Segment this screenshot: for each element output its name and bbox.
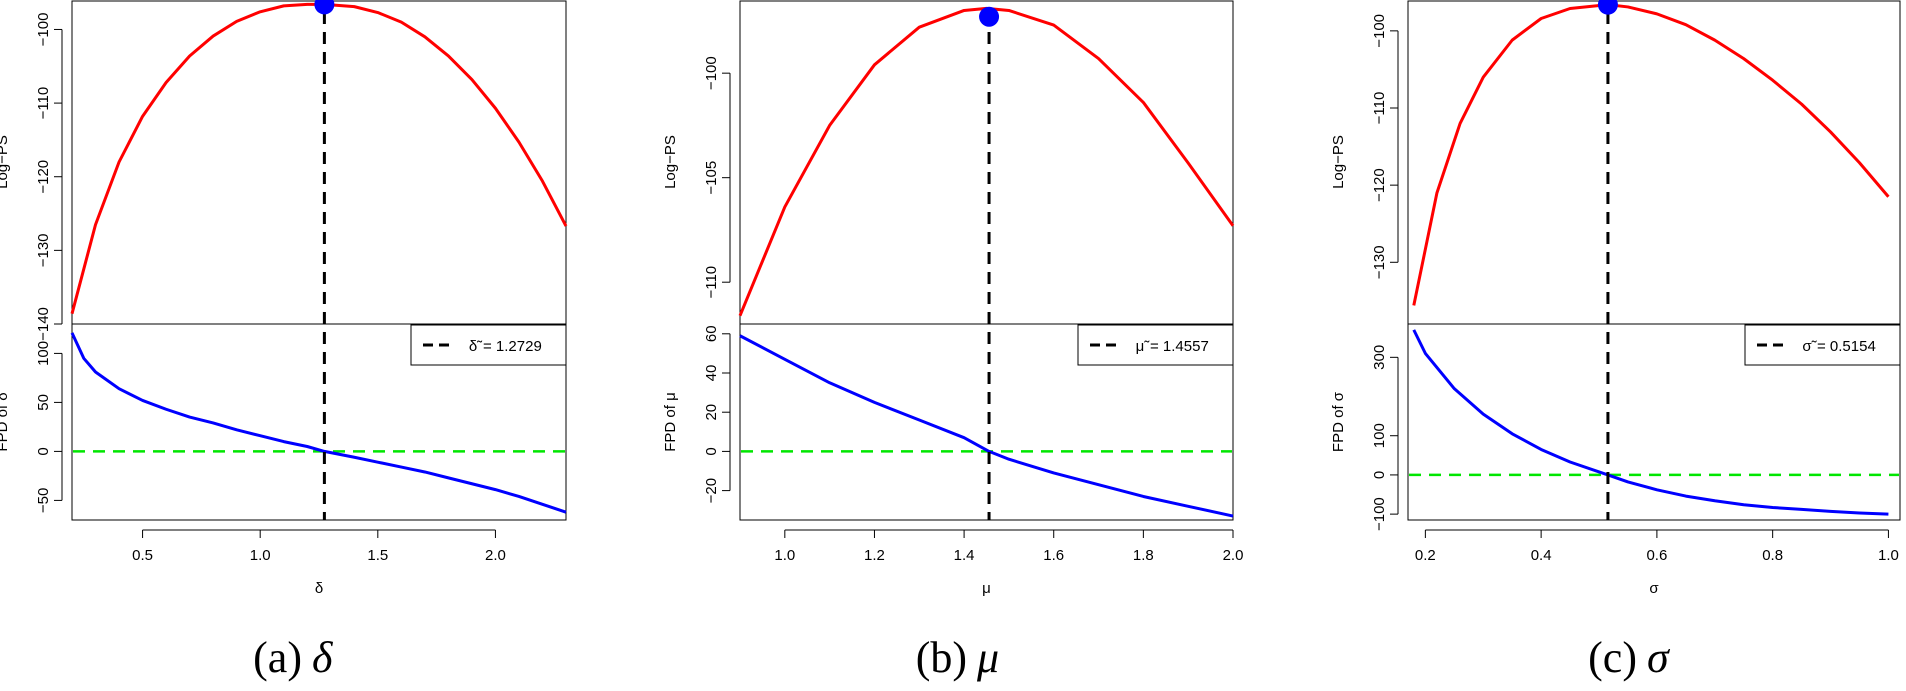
bottom-y-tick-label: −20 bbox=[703, 478, 720, 503]
caption-symbol: μ bbox=[976, 633, 999, 682]
x-tick-label: 2.0 bbox=[1223, 547, 1244, 564]
legend-value: = 1.4557 bbox=[1150, 338, 1209, 355]
top-plot-frame bbox=[739, 0, 1234, 325]
top-y-tick-label: −100 bbox=[35, 13, 52, 47]
bottom-y-tick-label: 0 bbox=[35, 447, 52, 455]
bottom-y-tick-label: −100 bbox=[1371, 497, 1388, 531]
top-y-axis-title: Log−PS bbox=[0, 135, 11, 189]
x-tick-label: 2.0 bbox=[485, 547, 506, 564]
bottom-y-tick-label: 60 bbox=[703, 325, 720, 342]
bottom-y-tick-label: 100 bbox=[1371, 423, 1388, 448]
x-tick-label: 1.5 bbox=[367, 547, 388, 564]
top-y-tick-label: −100 bbox=[1371, 14, 1388, 48]
x-tick-label: 1.4 bbox=[954, 547, 975, 564]
bottom-y-tick-label: 0 bbox=[703, 447, 720, 455]
top-y-tick-label: −110 bbox=[35, 87, 52, 120]
bottom-y-axis-title: FPD of δ bbox=[0, 392, 11, 451]
bottom-y-tick-label: 50 bbox=[35, 394, 52, 411]
top-y-tick-label: −130 bbox=[1371, 245, 1388, 279]
bottom-plot-frame bbox=[71, 323, 567, 521]
x-tick-label: 1.2 bbox=[864, 547, 885, 564]
caption-prefix: (b) bbox=[916, 633, 967, 682]
caption-symbol: δ bbox=[312, 633, 334, 682]
top-y-tick-label: −110 bbox=[1371, 92, 1388, 125]
legend-value: = 1.2729 bbox=[483, 338, 542, 355]
top-y-tick-label: −130 bbox=[35, 233, 52, 267]
legend-box bbox=[1077, 324, 1234, 366]
top-y-tick-label: −140 bbox=[35, 307, 52, 341]
fpd-curve bbox=[739, 334, 1234, 518]
bottom-plot-frame bbox=[1407, 323, 1901, 521]
bottom-y-axis-title: FPD of σ bbox=[1330, 391, 1347, 452]
legend-box bbox=[410, 324, 567, 366]
x-tick-label: 1.0 bbox=[250, 547, 271, 564]
x-tick-label: 0.5 bbox=[132, 547, 153, 564]
x-tick-label: 1.0 bbox=[1878, 547, 1899, 564]
caption-prefix: (a) bbox=[253, 633, 302, 682]
top-y-axis-title: Log−PS bbox=[662, 135, 679, 189]
x-tick-label: 1.0 bbox=[774, 547, 795, 564]
fpd-curve bbox=[1412, 329, 1889, 516]
top-plot-frame bbox=[1407, 0, 1901, 325]
caption-symbol: σ bbox=[1647, 633, 1671, 682]
bottom-y-tick-label: 40 bbox=[703, 365, 720, 382]
top-y-tick-label: −110 bbox=[703, 266, 720, 299]
legend-box bbox=[1744, 324, 1901, 366]
bottom-y-axis-title: FPD of μ bbox=[662, 392, 679, 452]
x-axis-title: μ bbox=[982, 580, 991, 597]
top-plot-frame bbox=[71, 0, 567, 325]
maximum-point bbox=[1597, 0, 1618, 15]
log-ps-curve bbox=[738, 6, 1235, 317]
x-tick-label: 0.2 bbox=[1415, 547, 1436, 564]
top-y-axis-title: Log−PS bbox=[1330, 135, 1347, 189]
log-ps-curve bbox=[70, 2, 568, 315]
panel-delta: −140 −130 −120 −110 −100 Log−PS −50 0 50 100 FPD o… bbox=[0, 0, 568, 682]
top-y-tick-label: −100 bbox=[703, 56, 720, 90]
caption-prefix: (c) bbox=[1588, 633, 1637, 682]
fpd-curve bbox=[70, 332, 567, 514]
bottom-y-tick-label: 100 bbox=[35, 341, 52, 366]
x-axis-title: δ bbox=[315, 580, 323, 597]
x-axis-title: σ bbox=[1649, 580, 1659, 597]
log-ps-curve bbox=[1412, 3, 1890, 306]
maximum-point bbox=[979, 6, 1000, 27]
x-tick-label: 0.6 bbox=[1646, 547, 1667, 564]
x-tick-label: 0.4 bbox=[1531, 547, 1552, 564]
top-y-tick-label: −120 bbox=[1371, 168, 1388, 202]
panel-mu: −110 −105 −100 Log−PS −20 0 20 40 60 FPD of μ 1.0 1… bbox=[662, 0, 1244, 682]
maximum-point bbox=[314, 0, 335, 15]
x-tick-label: 0.8 bbox=[1762, 547, 1783, 564]
x-tick-label: 1.8 bbox=[1133, 547, 1154, 564]
bottom-y-tick-label: 300 bbox=[1371, 345, 1388, 370]
legend-value: = 0.5154 bbox=[1817, 338, 1876, 355]
bottom-plot-frame bbox=[739, 323, 1234, 521]
bottom-y-tick-label: −50 bbox=[35, 488, 52, 513]
top-y-tick-label: −120 bbox=[35, 160, 52, 194]
panel-sigma: −130 −120 −110 −100 Log−PS −100 0 100 300 FPD of … bbox=[1330, 0, 1901, 682]
bottom-y-tick-label: 0 bbox=[1371, 471, 1388, 479]
x-tick-label: 1.6 bbox=[1043, 547, 1064, 564]
top-y-tick-label: −105 bbox=[703, 161, 720, 195]
bottom-y-tick-label: 20 bbox=[703, 404, 720, 421]
